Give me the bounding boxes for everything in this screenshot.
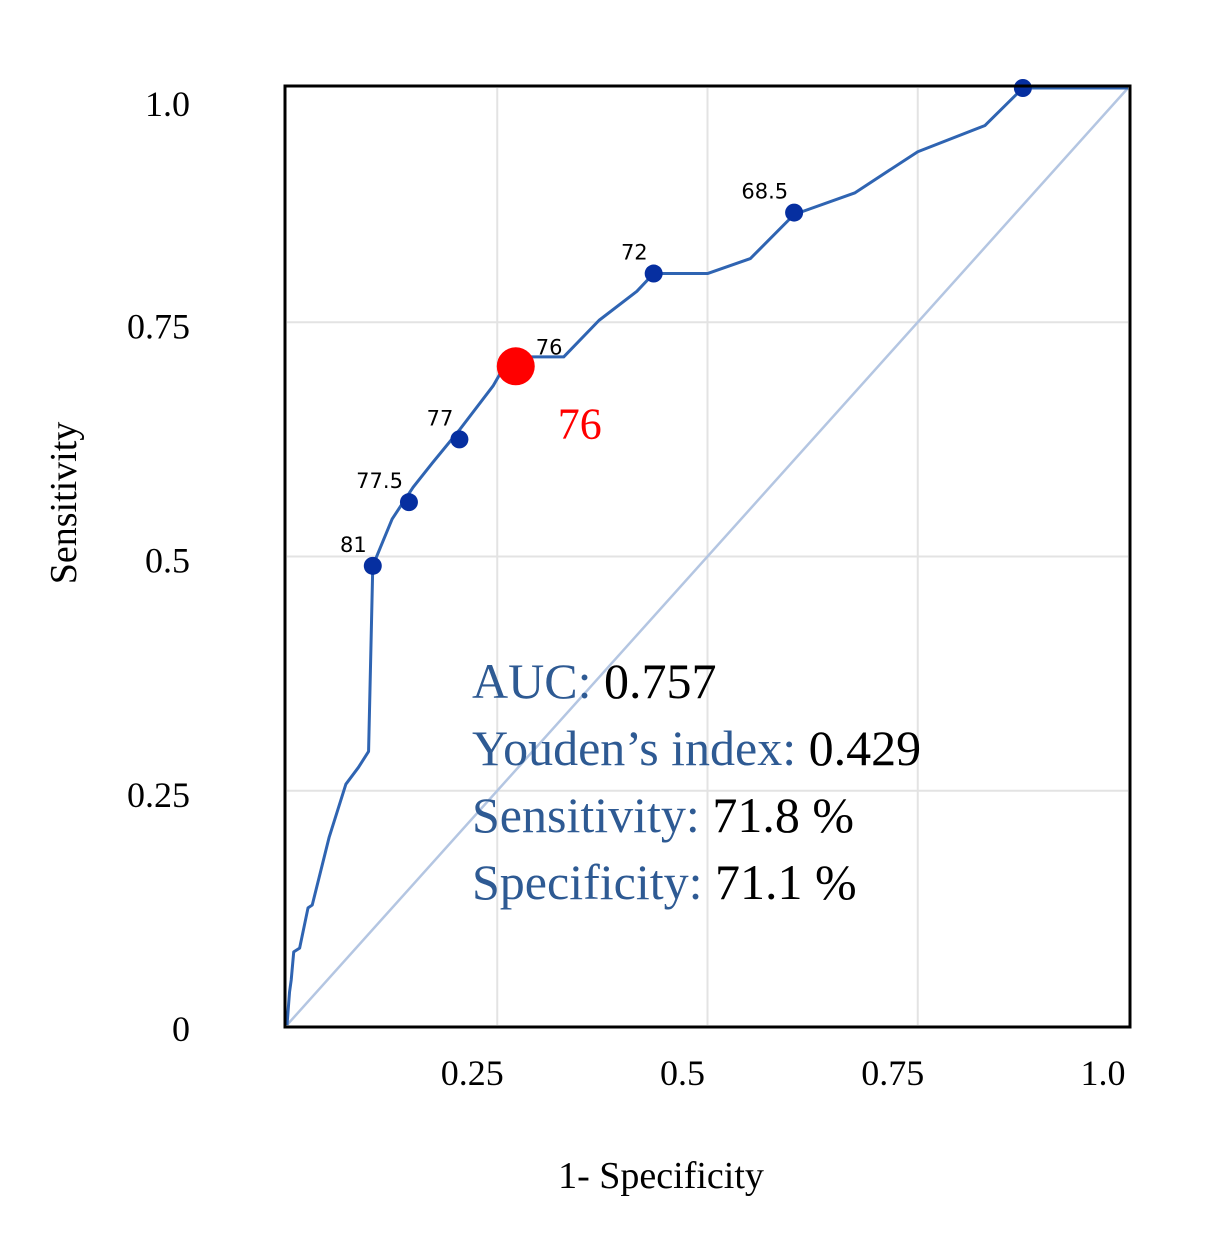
- stat-line: Youden’s index: 0.429: [472, 720, 921, 776]
- roc-point-label: 72: [621, 241, 648, 265]
- stat-line: Sensitivity: 71.8 %: [472, 787, 854, 843]
- roc-point-marker: [1013, 79, 1032, 97]
- x-axis-label: 1- Specificity: [558, 1155, 764, 1197]
- roc-point-marker: [363, 556, 382, 575]
- y-tick-label: 0: [172, 1009, 190, 1049]
- roc-point-label: 77: [427, 406, 454, 430]
- stat-value: 71.8 %: [712, 787, 854, 843]
- stat-value: 0.757: [604, 653, 717, 709]
- stat-value: 71.1 %: [715, 854, 857, 910]
- reference-diagonal: [286, 87, 1129, 1026]
- stat-key: Sensitivity:: [472, 787, 712, 843]
- optimal-point-marker: [496, 347, 535, 386]
- roc-point-label: 77.5: [356, 469, 403, 493]
- y-tick-label: 0.25: [127, 775, 190, 815]
- stat-line: AUC: 0.757: [472, 653, 716, 709]
- y-axis-label: Sensitivity: [43, 422, 85, 585]
- stat-key: AUC:: [472, 653, 604, 709]
- optimal-point-callout: 76: [558, 399, 602, 448]
- stats-box: AUC: 0.757 Youden’s index: 0.429 Sensitivi…: [472, 653, 921, 910]
- optimal-point-label: 76: [536, 335, 563, 359]
- roc-point-marker: [785, 203, 804, 222]
- plot-frame: [283, 84, 1132, 1029]
- y-tick-label: 1.0: [145, 84, 190, 124]
- stat-line: Specificity: 71.1 %: [472, 854, 857, 910]
- roc-point-marker: [644, 264, 663, 283]
- stat-key: Specificity:: [472, 854, 715, 910]
- y-tick-label: 0.75: [127, 306, 190, 346]
- roc-point-label: 68.5: [741, 180, 788, 204]
- x-tick-label: 0.5: [660, 1053, 705, 1093]
- x-tick-label: 0.75: [861, 1053, 924, 1093]
- stat-key: Youden’s index:: [472, 720, 809, 776]
- roc-point-marker: [399, 493, 418, 512]
- roc-curve-line: [285, 86, 1128, 1026]
- roc-point-marker: [450, 430, 469, 449]
- roc-point-label: 81: [340, 533, 367, 557]
- x-tick-label: 0.25: [441, 1053, 504, 1093]
- axis-ticks: 0.25 0.5 0.75 1.0 0 0.25 0.5 0.75 1.0: [127, 84, 1126, 1093]
- roc-markers: 81 77.5 77 72 68.5 76 76: [340, 79, 1032, 575]
- y-tick-label: 0.5: [145, 541, 190, 581]
- stat-value: 0.429: [809, 720, 922, 776]
- x-tick-label: 1.0: [1081, 1053, 1126, 1093]
